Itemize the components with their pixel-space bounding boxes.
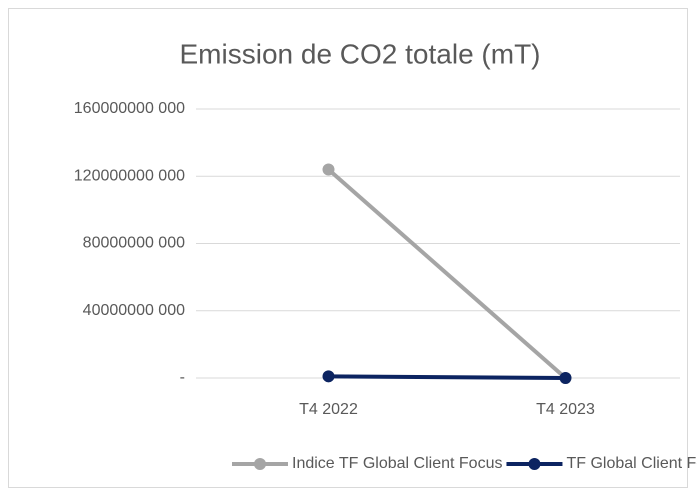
legend-marker — [254, 458, 266, 470]
data-point — [322, 370, 335, 383]
y-tick-label: 80000000 000 — [83, 235, 185, 252]
data-point — [559, 372, 572, 384]
legend-marker — [528, 458, 541, 470]
x-tick-label: T4 2022 — [299, 401, 358, 418]
series-line — [328, 374, 566, 380]
chart-title: Emission de CO2 totale (mT) — [180, 38, 541, 69]
legend-label: TF Global Client Focus — [566, 455, 697, 472]
y-tick-label: 40000000 000 — [83, 302, 185, 319]
series-line — [327, 168, 567, 380]
data-point — [322, 163, 335, 176]
y-tick-label: 160000000 000 — [74, 100, 185, 117]
y-tick-label: 120000000 000 — [74, 167, 185, 184]
legend-label: Indice TF Global Client Focus — [292, 455, 502, 472]
chart-border — [8, 8, 688, 488]
y-tick-label: - — [180, 369, 185, 386]
x-tick-label: T4 2023 — [536, 401, 595, 418]
